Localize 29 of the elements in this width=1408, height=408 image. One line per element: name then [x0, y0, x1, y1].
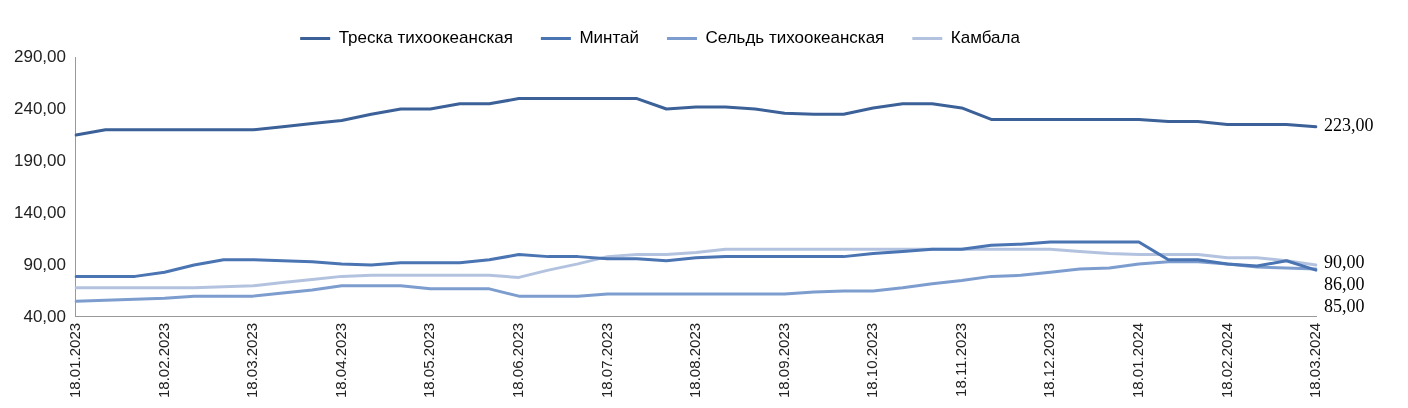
- x-tick-label: 18.01.2024: [1129, 322, 1146, 398]
- x-tick-label: 18.02.2023: [154, 322, 172, 398]
- y-tick-label: 40,00: [23, 306, 66, 326]
- legend-label: Камбала: [950, 28, 1021, 48]
- x-tick-label: 18.06.2023: [509, 322, 526, 398]
- data-label: 86,00: [1324, 273, 1365, 294]
- x-tick-label: 18.03.2024: [1306, 322, 1324, 398]
- legend-label: Сельдь тихоокеанская: [705, 28, 885, 48]
- x-tick-label: 18.08.2023: [686, 322, 704, 398]
- x-tick-label: 18.07.2023: [597, 322, 615, 398]
- data-label: 223,00: [1324, 115, 1374, 136]
- x-tick-label: 18.09.2023: [774, 322, 792, 398]
- x-tick-label: 18.03.2023: [243, 322, 261, 398]
- y-tick-label: 90,00: [23, 254, 66, 274]
- x-tick-label: 18.01.2023: [66, 322, 84, 398]
- x-tick-label: 18.05.2023: [420, 322, 438, 398]
- x-tick-label: 18.11.2023: [951, 322, 969, 397]
- x-tick-label: 18.10.2023: [863, 322, 881, 398]
- y-tick-label: 290,00: [14, 46, 66, 66]
- data-label: 90,00: [1324, 251, 1365, 272]
- y-tick-label: 140,00: [14, 202, 66, 222]
- x-tick-label: 18.04.2023: [331, 322, 349, 398]
- x-tick-label: 18.12.2023: [1040, 322, 1058, 398]
- y-tick-label: 190,00: [14, 150, 66, 170]
- x-tick-label: 18.02.2024: [1217, 322, 1235, 398]
- y-tick-label: 240,00: [14, 98, 66, 118]
- legend-label: Минтай: [579, 28, 639, 48]
- data-label: 85,00: [1324, 295, 1365, 316]
- legend-label: Треска тихоокеанская: [338, 28, 513, 48]
